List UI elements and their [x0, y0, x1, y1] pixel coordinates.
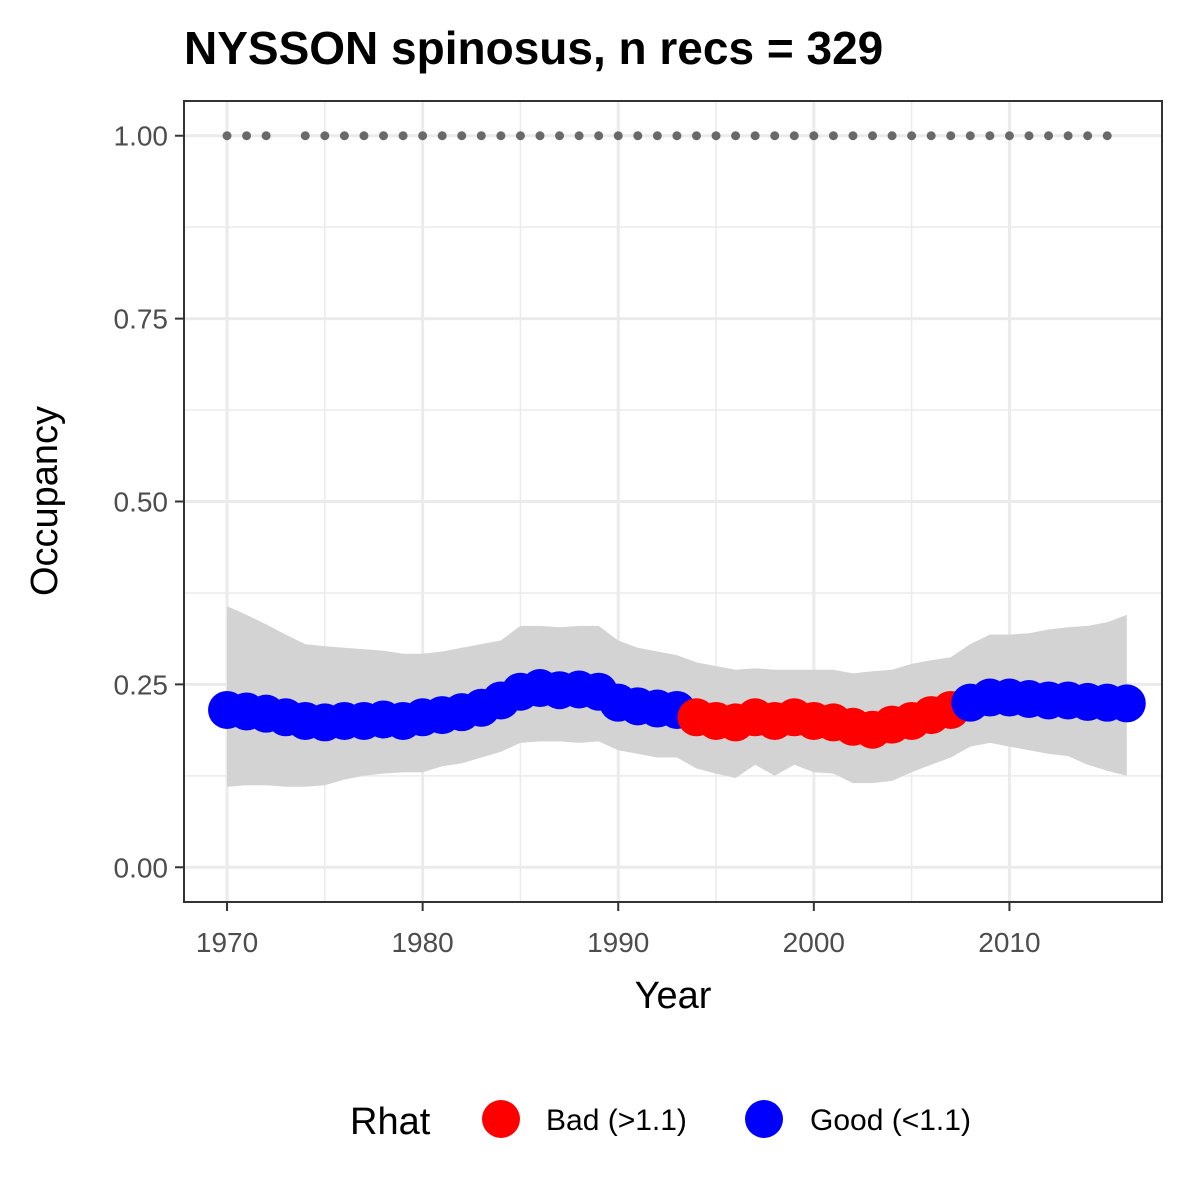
record-marker: [887, 131, 897, 141]
record-marker: [828, 131, 838, 141]
record-marker: [672, 131, 682, 141]
record-marker: [418, 131, 428, 141]
y-tick-label: 1.00: [114, 121, 169, 152]
record-marker: [907, 131, 917, 141]
legend-label-bad: Bad (>1.1): [546, 1104, 687, 1137]
record-marker: [555, 131, 565, 141]
y-tick-label: 0.50: [114, 487, 169, 518]
record-marker: [320, 131, 330, 141]
x-tick-label: 1980: [391, 927, 453, 958]
record-marker: [613, 131, 623, 141]
record-marker: [535, 131, 545, 141]
record-marker: [242, 131, 252, 141]
record-marker: [437, 131, 447, 141]
record-marker: [926, 131, 936, 141]
legend: Rhat Bad (>1.1) Good (<1.1): [350, 1100, 971, 1143]
record-marker: [770, 131, 780, 141]
y-tick-label: 0.00: [114, 852, 169, 883]
legend-key-good: [745, 1100, 783, 1138]
record-marker: [789, 131, 799, 141]
record-marker: [711, 131, 721, 141]
record-marker: [985, 131, 995, 141]
record-marker: [379, 131, 389, 141]
record-marker: [476, 131, 486, 141]
record-marker: [457, 131, 467, 141]
x-tick-label: 2010: [978, 927, 1040, 958]
record-marker: [339, 131, 349, 141]
legend-key-bad: [482, 1100, 520, 1138]
occupancy-point-good: [1107, 684, 1146, 723]
record-marker: [1004, 131, 1014, 141]
record-marker: [574, 131, 584, 141]
record-marker: [1024, 131, 1034, 141]
occupancy-points: [208, 669, 1146, 749]
record-marker: [868, 131, 878, 141]
record-marker: [848, 131, 858, 141]
legend-title: Rhat: [350, 1101, 431, 1143]
record-marker: [300, 131, 310, 141]
record-marker: [652, 131, 662, 141]
record-marker: [633, 131, 643, 141]
record-marker: [398, 131, 408, 141]
record-marker: [496, 131, 506, 141]
record-marker: [809, 131, 819, 141]
record-marker: [946, 131, 956, 141]
record-marker: [359, 131, 369, 141]
x-axis-title: Year: [635, 975, 712, 1017]
x-tick-label: 2000: [783, 927, 845, 958]
record-marker: [1083, 131, 1093, 141]
legend-label-good: Good (<1.1): [810, 1104, 971, 1137]
record-marker: [750, 131, 760, 141]
record-marker: [1044, 131, 1054, 141]
y-tick-label: 0.75: [114, 304, 169, 335]
record-marker: [594, 131, 604, 141]
y-tick-label: 0.25: [114, 669, 169, 700]
record-marker: [731, 131, 741, 141]
record-marker: [691, 131, 701, 141]
record-marker: [1063, 131, 1073, 141]
record-marker: [222, 131, 232, 141]
record-marker: [1102, 131, 1112, 141]
chart-title: NYSSON spinosus, n recs = 329: [184, 22, 883, 74]
record-marker: [965, 131, 975, 141]
x-tick-label: 1990: [587, 927, 649, 958]
axes: 1970 1980 1990 2000 2010 0.00 0.25 0.50 0.75 1.00: [114, 121, 1041, 958]
record-markers: [222, 131, 1112, 141]
y-axis-title: Occupancy: [24, 406, 66, 596]
x-tick-label: 1970: [196, 927, 258, 958]
record-marker: [515, 131, 525, 141]
record-marker: [261, 131, 271, 141]
